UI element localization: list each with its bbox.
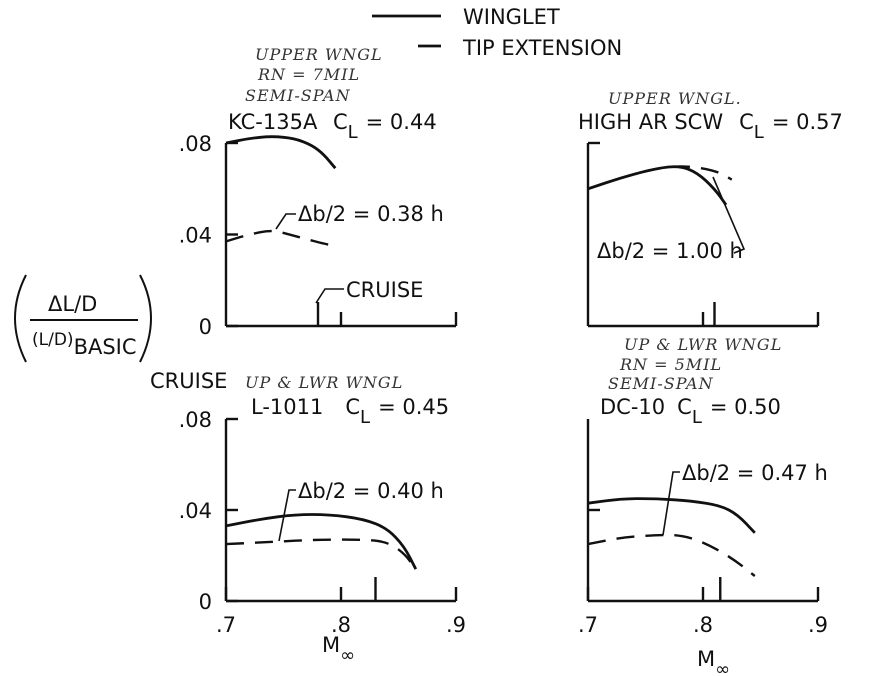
panel-title: L-1011 CL = 0.45: [251, 395, 449, 428]
panel-kc-135a: UPPER WNGL RN = 7MIL SEMI-SPAN KC-135A CL…: [179, 45, 458, 339]
x-axis-label-left-sub: ∞: [340, 645, 355, 666]
handwritten-note-line-2: RN = 5MIL: [619, 355, 722, 374]
tip-extension-curve: [587, 533, 756, 577]
x-axis-label-left-main: M: [322, 633, 340, 657]
handwritten-note-line-1: UP & LWR WNGL: [245, 373, 403, 392]
panel-aircraft: L-1011: [251, 395, 323, 419]
legend: WINGLET TIP EXTENSION: [372, 5, 622, 60]
panel-title: DC-10 CL = 0.50: [600, 395, 781, 428]
panel-aircraft: DC-10: [600, 395, 665, 419]
y-label-right-paren: [139, 274, 152, 363]
panel-cl-sub: L: [754, 122, 764, 143]
delta-b-label: Δb/2 = 1.00 h: [597, 239, 743, 263]
panel-cl-sub: L: [348, 122, 358, 143]
panel-aircraft: HIGH AR SCW: [578, 110, 723, 134]
x-axis-label-right-main: M: [697, 647, 715, 671]
y-tick-label: 0: [199, 315, 212, 339]
handwritten-note-line-3: SEMI-SPAN: [245, 86, 351, 105]
delta-b-label: Δb/2 = 0.38 h: [298, 202, 444, 226]
winglet-curve: [225, 513, 418, 570]
panel-cl-sub: L: [692, 407, 702, 428]
panel-cl-letter: C: [333, 110, 348, 134]
x-axis-label-right-sub: ∞: [715, 659, 730, 676]
panel-cl-letter: C: [739, 110, 754, 134]
y-label-denominator: (L/D)BASIC: [32, 330, 137, 359]
x-tick-label: .7: [578, 613, 598, 637]
panel-high-ar-scw: UPPER WNGL. HIGH AR SCW CL = 0.57 Δb/2 = 1…: [578, 89, 843, 328]
x-tick-label: .9: [808, 613, 828, 637]
panel-cl-letter: C: [677, 395, 692, 419]
delta-b-label: Δb/2 = 0.40 h: [298, 479, 444, 503]
delta-b-label: Δb/2 = 0.47 h: [682, 461, 828, 485]
legend-solid-label: WINGLET: [463, 5, 560, 29]
y-tick-label: .04: [179, 224, 212, 248]
y-label-numerator: ΔL/D: [48, 292, 97, 316]
x-tick-label: .8: [693, 613, 713, 637]
panel-cl-value: = 0.44: [366, 110, 437, 134]
panel-cl-sub: L: [360, 407, 370, 428]
x-axis-label-right: M∞: [697, 647, 730, 676]
handwritten-note-line-1: UPPER WNGL: [255, 45, 383, 64]
x-axis-label-left: M∞: [322, 633, 355, 666]
y-label-left-paren: [14, 274, 27, 363]
panel-dc-10: UP & LWR WNGL RN = 5MIL SEMI-SPAN DC-10 C…: [578, 335, 828, 637]
panel-title: KC-135A CL = 0.44: [228, 110, 437, 143]
tip-extension-curve: [225, 229, 336, 248]
x-tick-label: .8: [331, 613, 351, 637]
handwritten-note-line-3: SEMI-SPAN: [608, 374, 714, 393]
panel-aircraft: KC-135A: [228, 110, 318, 134]
cruise-side-label: CRUISE: [150, 369, 227, 393]
handwritten-note-line-1: UP & LWR WNGL: [624, 335, 782, 354]
panel-title: HIGH AR SCW CL = 0.57: [578, 110, 843, 143]
panel-cl-value: = 0.50: [710, 395, 781, 419]
cruise-leader: [315, 288, 344, 304]
delta-b-leader: [275, 213, 296, 230]
delta-b-leader: [278, 489, 296, 542]
y-label-denominator-sub: BASIC: [74, 335, 137, 359]
delta-b-leader: [662, 471, 680, 536]
panel-cl-value: = 0.57: [772, 110, 843, 134]
y-tick-label: .08: [179, 408, 212, 432]
x-tick-label: .9: [446, 613, 466, 637]
winglet-curve: [587, 497, 756, 534]
winglet-curve: [225, 135, 337, 170]
panel-l-1011: UP & LWR WNGL L-1011 CL = 0.45 Δb/2 = 0.40…: [179, 373, 466, 637]
y-tick-label: .08: [179, 132, 212, 156]
x-tick-label: .7: [216, 613, 236, 637]
panel-cl-letter: C: [345, 395, 360, 419]
handwritten-note-line-2: RN = 7MIL: [257, 65, 360, 84]
y-axis-label: ΔL/D (L/D)BASIC: [14, 274, 152, 363]
legend-dashed-label: TIP EXTENSION: [462, 36, 622, 60]
y-tick-label: .04: [179, 499, 212, 523]
tip-extension-curve: [587, 165, 733, 190]
y-tick-label: 0: [199, 590, 212, 614]
panel-cl-value: = 0.45: [378, 395, 449, 419]
y-label-denominator-main: (L/D): [32, 330, 74, 350]
tip-extension-curve: [225, 538, 417, 570]
handwritten-note-line-1: UPPER WNGL.: [608, 89, 742, 108]
cruise-label: CRUISE: [346, 278, 423, 302]
winglet-curve: [587, 165, 728, 206]
